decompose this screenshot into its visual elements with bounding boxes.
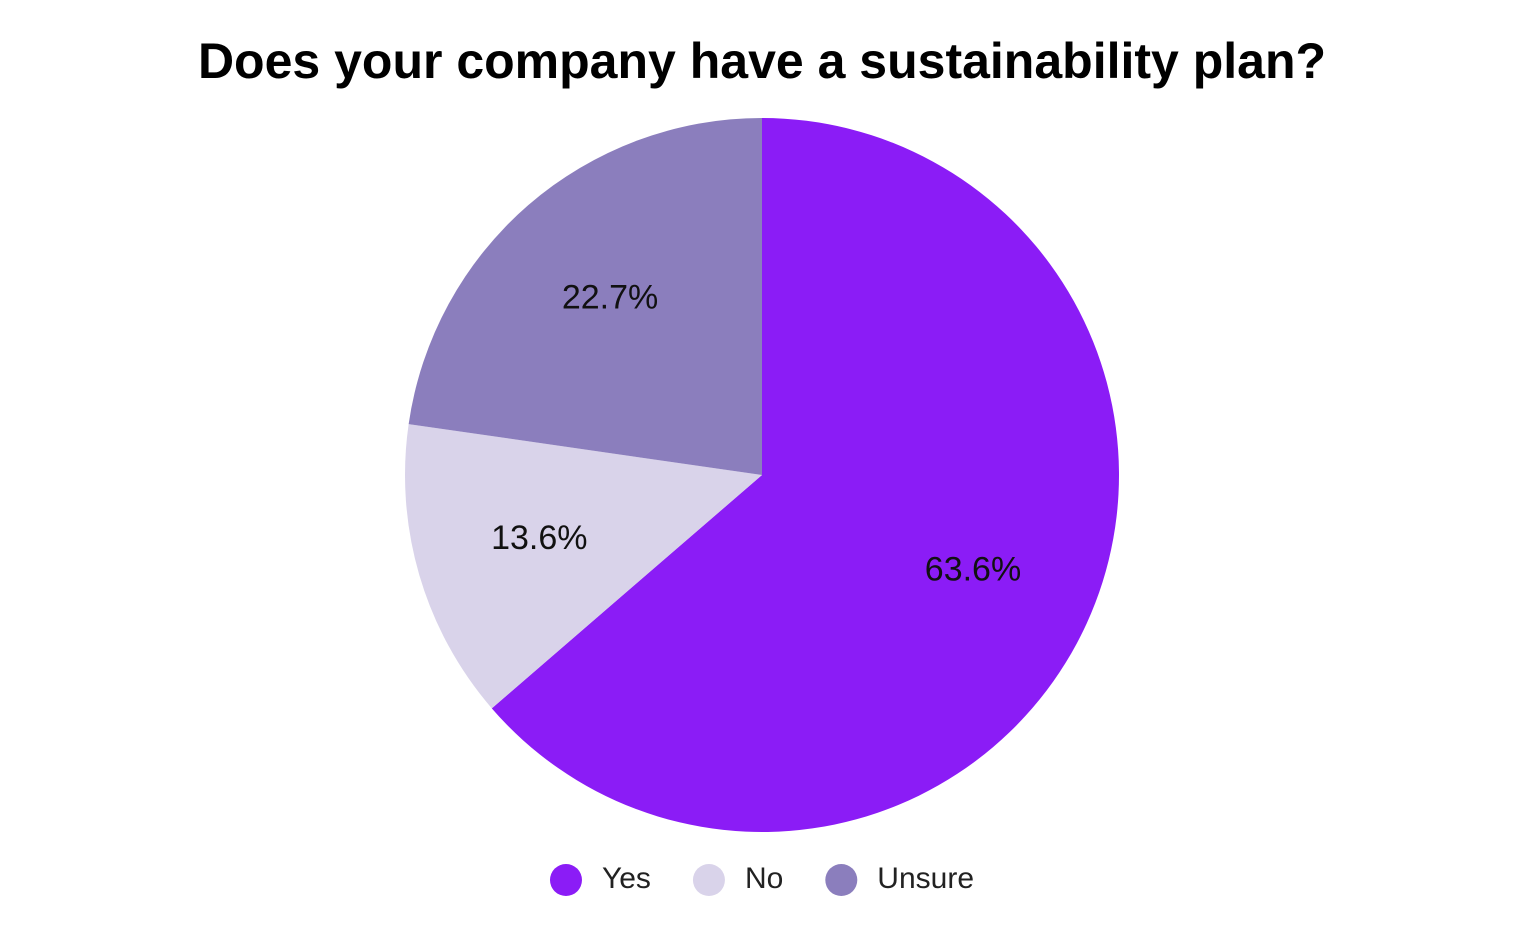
legend-item-unsure: Unsure [825, 862, 974, 896]
chart-title: Does your company have a sustainability … [198, 33, 1326, 89]
legend-swatch-unsure [825, 864, 858, 896]
legend: Yes No Unsure [549, 862, 974, 896]
legend-swatch-no [692, 864, 725, 896]
slice-label-unsure: 22.7% [562, 279, 658, 317]
legend-label-no: No [745, 862, 783, 895]
slice-label-no: 13.6% [491, 519, 587, 557]
pie-slice-yes [491, 118, 1120, 832]
pie-slice-no [405, 424, 762, 709]
slice-label-yes: 63.6% [925, 551, 1021, 589]
pie-slice-labels: 63.6% 13.6% 22.7% [491, 279, 1021, 589]
pie-slice-unsure [408, 118, 762, 475]
pie-slices [405, 118, 1120, 832]
legend-item-yes: Yes [549, 862, 651, 896]
legend-swatch-yes [549, 864, 582, 896]
legend-label-unsure: Unsure [877, 862, 974, 895]
legend-item-no: No [692, 862, 783, 896]
legend-label-yes: Yes [602, 862, 651, 895]
